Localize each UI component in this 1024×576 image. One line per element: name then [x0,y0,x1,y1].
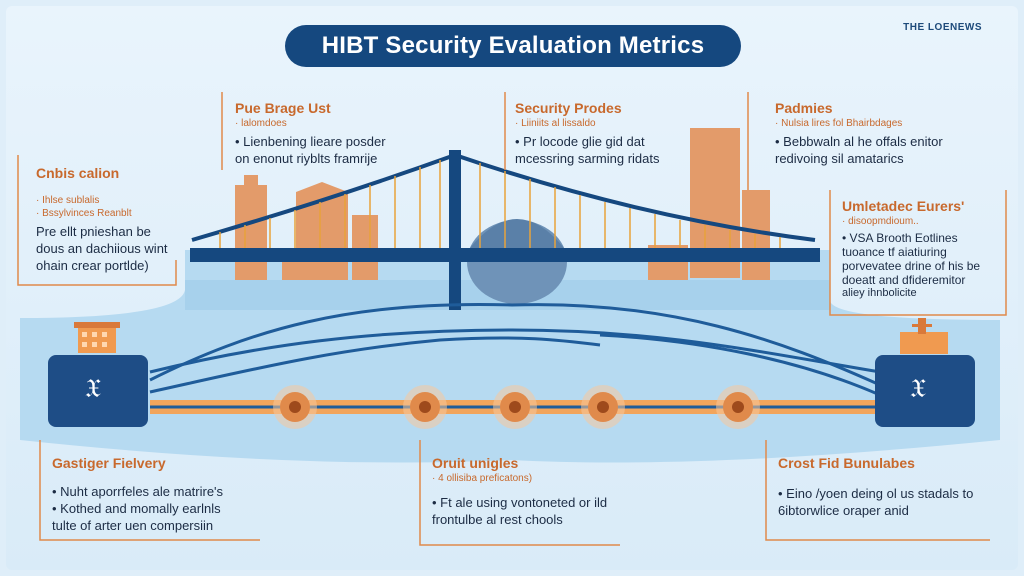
connection-cables [149,303,881,397]
panel-subtitle: · Ihlse sublalis [36,195,100,206]
panel-line: • VSA Brooth Eotlines [842,231,958,245]
panel-line: • Nuht aporrfeles ale matrire's [52,484,224,499]
panel-subtitle: · lalomdoes [235,118,287,129]
panel-line: • Ft ale using vontoneted or ild [432,495,608,510]
panel-line: tuoance tf aiatiuring [842,245,947,259]
panel-subtitle: · disoopmdioum.. [842,216,919,227]
node-5 [716,385,760,429]
dome-top [470,219,564,248]
panel-line: • Pr locode glie gid dat [515,134,645,149]
bridge-tower [449,150,461,310]
panel-title: Pue Brage Ust [235,100,331,116]
bridge-deck [190,248,820,262]
right-endpoint [875,318,975,427]
panel-line: on enonut riyblts framrije [235,151,378,166]
panel-line: 6ibtorwlice oraper anid [778,503,909,518]
panel-subtitle: · 4 ollisiba preficatons) [432,473,533,484]
node-3 [493,385,537,429]
panel-line: • Lienbening lieare posder [235,134,386,149]
panel-title: Umletadec Eurers' [842,198,965,214]
node-1 [273,385,317,429]
panel-line: aliey ihnbolicite [842,287,917,299]
panel-title: Padmies [775,100,833,116]
left-endpoint-icon: 𝔛 [85,374,101,404]
panel-line: mcessring sarming ridats [515,151,660,166]
panel-line: doeatt and dfideremitor [842,273,966,287]
panel-line: tulte of arter uen compersiin [52,518,214,533]
panel-right: Umletadec Eurers' · disoopmdioum.. • VSA… [842,198,1007,300]
panel-top-center: Security Prodes · Liiniits al lissaldo •… [515,100,715,167]
panel-bottom-center: Oruit unigles · 4 ollisiba preficatons) … [432,455,652,528]
panel-title: Cnbis calion [36,165,120,181]
nodes-group [273,385,760,429]
hanger-cables [219,160,781,248]
panel-line: • Kothed and momally earlnls [52,501,221,516]
panel-top-right: Padmies · Nulsia lires fol Bhairbdages •… [775,100,1010,167]
panel-left: Cnbis calion · Ihlse sublalis · Bssylvin… [36,165,186,274]
panel-line: dous an dachiious wint [36,241,168,256]
panel-line: ohain crear portlde) [36,258,149,273]
leader-lines [17,92,1007,546]
node-2 [403,385,447,429]
panel-title: Security Prodes [515,100,622,116]
panel-line: Pre ellt pnieshan be [36,224,151,239]
panel-title: Crost Fid Bunulabes [778,455,915,471]
panel-title: Oruit unigles [432,455,519,471]
brand-logo: THE LOENEWS [903,22,982,33]
panel-subtitle: · Liiniits al lissaldo [515,118,596,129]
page-title: HIBT Security Evaluation Metrics [285,25,741,67]
panel-title: Gastiger Fielvery [52,455,166,471]
panel-top-left: Pue Brage Ust · lalomdoes • Lienbening l… [235,100,435,167]
panel-bottom-right: Crost Fid Bunulabes • Eino /yoen deing o… [778,455,1008,519]
panel-bottom-left: Gastiger Fielvery • Nuht aporrfeles ale … [52,455,272,534]
panel-line: porvevatee drine of his be [842,259,981,273]
panel-line: redivoing sil amatarics [775,151,904,166]
panel-line: • Bebbwaln al he offals enitor [775,134,943,149]
main-cable-right [454,153,816,242]
panel-subtitle: · Nulsia lires fol Bhairbdages [775,118,903,129]
node-4 [581,385,625,429]
left-endpoint [48,322,148,427]
panel-line: frontulbe al rest chools [432,512,563,527]
main-cable-left [191,153,456,242]
panel-subtitle: · Bssylvinces Reanblt [36,208,132,219]
panel-line: • Eino /yoen deing ol us stadals to [778,486,974,501]
right-endpoint-icon: 𝔛 [910,374,926,404]
